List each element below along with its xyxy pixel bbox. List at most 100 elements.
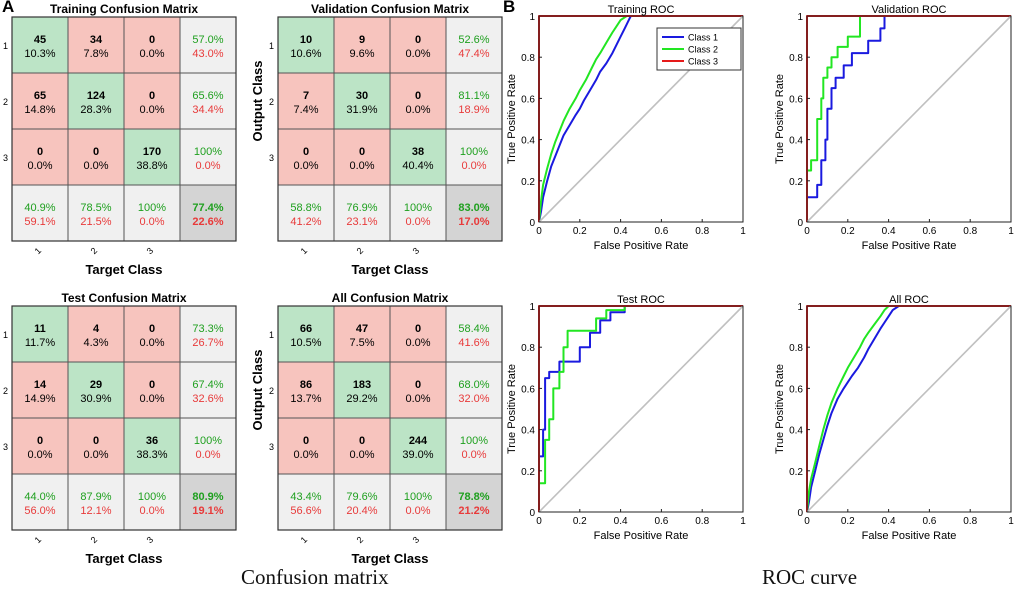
roc-axes-box bbox=[538, 15, 744, 223]
cm-cell-percent: 19.1% bbox=[192, 505, 223, 517]
cm-cell-percent: 0.0% bbox=[139, 505, 164, 517]
cm-cell-count: 0 bbox=[303, 146, 309, 158]
roc-series-class-2 bbox=[538, 15, 628, 223]
cm-cell-count: 40.9% bbox=[24, 202, 55, 214]
cm-cell-count: 83.0% bbox=[458, 202, 489, 214]
cm-cell-count: 57.0% bbox=[192, 34, 223, 46]
cm-cell-percent: 41.6% bbox=[458, 337, 489, 349]
cm-cell-count: 73.3% bbox=[192, 323, 223, 335]
roc-title: Validation ROC bbox=[872, 4, 947, 16]
cm-cell bbox=[11, 417, 69, 475]
cm-row-tick-label: 1 bbox=[269, 330, 274, 340]
roc-x-tick-label: 0.2 bbox=[841, 226, 855, 237]
cm-row-tick-label: 2 bbox=[3, 97, 8, 107]
cm-cell-count: 100% bbox=[138, 202, 166, 214]
cm-cell-count: 38 bbox=[412, 146, 424, 158]
cm-cell-count: 100% bbox=[194, 435, 222, 447]
cm-row-tick-label: 2 bbox=[269, 386, 274, 396]
cm-cell-count: 30 bbox=[356, 90, 368, 102]
cm-cell-percent: 43.0% bbox=[192, 48, 223, 60]
cm-cell-count: 66 bbox=[300, 323, 312, 335]
cm-row-tick-label: 1 bbox=[3, 330, 8, 340]
cm-cell-percent: 29.2% bbox=[346, 393, 377, 405]
cm-cell-count: 11 bbox=[34, 323, 46, 335]
roc-title: All ROC bbox=[889, 294, 929, 306]
roc-y-tick-label: 0.4 bbox=[789, 136, 803, 147]
roc-chart-3: 0 0.2 0.4 0.6 0.8 1 0 0.2 0.4 0.6 0.8 1 Test ROC Fals… bbox=[506, 294, 746, 542]
roc-x-tick-label: 0.8 bbox=[695, 516, 709, 527]
roc-series-class-2 bbox=[538, 306, 626, 512]
cm-cell-percent: 0.0% bbox=[461, 160, 486, 172]
cm-cell-percent: 0.0% bbox=[139, 104, 164, 116]
cm-cell-count: 87.9% bbox=[80, 491, 111, 503]
cm-cell bbox=[389, 417, 447, 475]
cm-cell-count: 78.8% bbox=[458, 491, 489, 503]
cm-row-tick-label: 3 bbox=[3, 153, 8, 163]
roc-x-tick-label: 0 bbox=[536, 516, 542, 527]
cm-col-tick-label: 2 bbox=[355, 535, 366, 546]
cm-cell-percent: 32.6% bbox=[192, 393, 223, 405]
cm-cell bbox=[277, 361, 335, 419]
roc-y-tick-label: 1 bbox=[529, 12, 535, 23]
roc-chart-2: 0 0.2 0.4 0.6 0.8 1 0 0.2 0.4 0.6 0.8 1 Validation R… bbox=[774, 4, 1014, 252]
cm-cell bbox=[333, 16, 391, 74]
cm-cell-count: 0 bbox=[359, 146, 365, 158]
cm-cell-percent: 21.5% bbox=[80, 216, 111, 228]
cm-xlabel: Target Class bbox=[85, 551, 162, 566]
cm-cell-percent: 23.1% bbox=[346, 216, 377, 228]
cm-col-tick-label: 1 bbox=[33, 535, 44, 546]
cm-cell bbox=[67, 184, 125, 242]
cm-cell-count: 9 bbox=[359, 34, 365, 46]
cm-cell-percent: 39.0% bbox=[402, 449, 433, 461]
cm-cell bbox=[123, 128, 181, 186]
cm-cell-count: 0 bbox=[415, 34, 421, 46]
cm-cell-count: 0 bbox=[37, 146, 43, 158]
cm-cell-percent: 11.7% bbox=[25, 337, 56, 349]
cm-cell bbox=[277, 16, 335, 74]
roc-x-tick-label: 0.2 bbox=[841, 516, 855, 527]
cm-cell-percent: 30.9% bbox=[80, 393, 111, 405]
roc-diagonal-line bbox=[538, 305, 744, 513]
cm-cell-percent: 0.0% bbox=[405, 48, 430, 60]
roc-ylabel: True Positive Rate bbox=[506, 74, 518, 164]
roc-x-tick-label: 0.8 bbox=[963, 226, 977, 237]
cm-cell-percent: 14.8% bbox=[24, 104, 55, 116]
confusion-matrix-1: Training Confusion Matrix 45 10.3% 34 7.8% 0 0… bbox=[3, 2, 237, 277]
panel-label-b: B bbox=[503, 0, 516, 16]
roc-y-tick-label: 0.8 bbox=[521, 53, 535, 64]
roc-y-tick-label: 0.4 bbox=[789, 426, 803, 437]
cm-col-tick-label: 1 bbox=[299, 535, 310, 546]
cm-cell-percent: 10.3% bbox=[24, 48, 55, 60]
roc-x-tick-label: 0.4 bbox=[882, 516, 896, 527]
roc-x-tick-label: 0.4 bbox=[614, 226, 628, 237]
roc-chart-1: 0 0.2 0.4 0.6 0.8 1 0 0.2 0.4 0.6 0.8 1 Training ROC… bbox=[506, 4, 746, 252]
cm-cell bbox=[389, 184, 447, 242]
cm-cell-count: 0 bbox=[149, 34, 155, 46]
roc-series-class-2 bbox=[806, 16, 861, 222]
roc-xlabel: False Positive Rate bbox=[594, 530, 689, 542]
cm-cell-percent: 10.6% bbox=[290, 48, 321, 60]
cm-cell-count: 45 bbox=[34, 34, 46, 46]
cm-cell-count: 100% bbox=[404, 491, 432, 503]
cm-cell-count: 65 bbox=[34, 90, 46, 102]
confusion-matrix-2: Validation Confusion Matrix1010.6%99.6%0… bbox=[250, 2, 503, 277]
cm-cell-count: 124 bbox=[87, 90, 106, 102]
cm-col-tick-label: 3 bbox=[145, 246, 156, 257]
cm-cell-percent: 0.0% bbox=[27, 449, 52, 461]
roc-x-tick-label: 0.6 bbox=[654, 226, 668, 237]
cm-cell bbox=[11, 184, 69, 242]
roc-title: Training ROC bbox=[608, 4, 675, 16]
cm-cell-count: 0 bbox=[93, 146, 99, 158]
cm-col-tick-label: 1 bbox=[299, 246, 310, 257]
cm-cell-count: 0 bbox=[37, 435, 43, 447]
cm-cell-count: 100% bbox=[194, 146, 222, 158]
cm-cell-count: 0 bbox=[149, 323, 155, 335]
cm-cell-percent: 59.1% bbox=[24, 216, 55, 228]
cm-cell-count: 244 bbox=[409, 435, 428, 447]
roc-y-tick-label: 0.8 bbox=[789, 343, 803, 354]
cm-cell-percent: 0.0% bbox=[83, 160, 108, 172]
cm-cell-count: 34 bbox=[90, 34, 103, 46]
cm-cell bbox=[445, 16, 503, 74]
roc-y-tick-label: 0.4 bbox=[521, 136, 535, 147]
cm-row-tick-label: 2 bbox=[3, 386, 8, 396]
